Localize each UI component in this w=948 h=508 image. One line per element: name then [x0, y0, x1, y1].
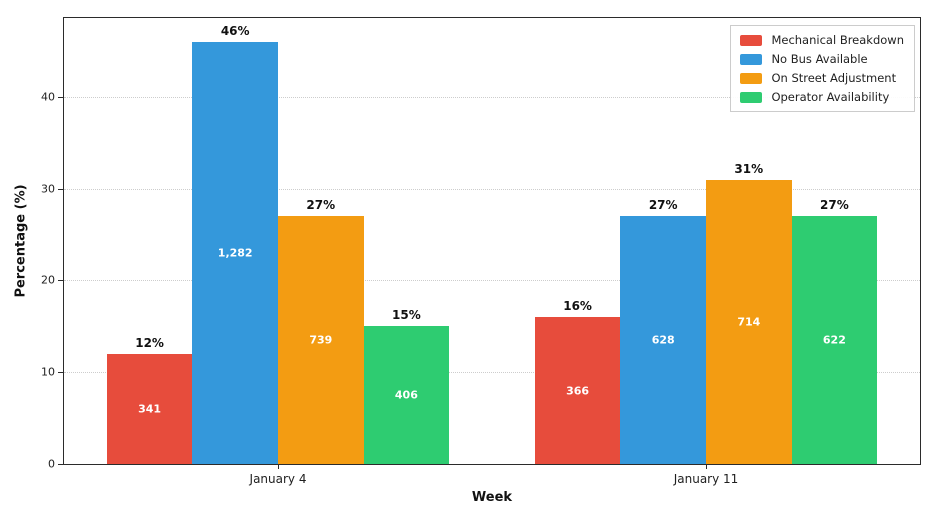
bar-percent-label: 16% [563, 299, 592, 314]
gridline-10 [64, 372, 920, 374]
bar-percent-label: 15% [392, 308, 421, 323]
y-tick-label-20: 20 [41, 273, 55, 287]
bar-percent-label: 27% [648, 198, 678, 213]
bar-count-label: 714 [737, 315, 761, 329]
bar-count-label: 739 [309, 333, 333, 347]
bar-percent-label: 27% [820, 198, 849, 213]
y-tick-0 [58, 464, 63, 465]
bar-percent-label: 12% [135, 335, 164, 350]
y-tick-40 [58, 96, 63, 98]
bar-count-label: 622 [822, 333, 846, 347]
bar-january-11-mechanical-breakdown [534, 317, 621, 464]
bar-count-label: 628 [651, 333, 675, 347]
x-tick-label-january-11: January 11 [673, 472, 739, 486]
x-axis-title: Week [471, 490, 513, 505]
bar-january-4-operator-availability [363, 326, 450, 464]
legend-item-label: Operator Availability [771, 90, 890, 104]
x-tick-label-january-4: January 4 [249, 472, 307, 486]
legend-item-label: On Street Adjustment [771, 71, 897, 85]
legend-item-no-bus-available: No Bus Available [740, 52, 904, 66]
gridline-20 [64, 280, 920, 282]
legend-item-label: No Bus Available [771, 52, 868, 66]
bar-count-label: 406 [394, 388, 418, 402]
y-tick-label-0: 0 [48, 457, 55, 471]
bar-january-4-no-bus-available [192, 41, 278, 464]
legend: Mechanical Breakdown No Bus Available On S… [730, 25, 915, 112]
y-tick-10 [58, 372, 63, 374]
bar-january-11-operator-availability [791, 216, 878, 464]
bar-count-label: 341 [138, 402, 162, 416]
bar-january-11-on-street-adjustment [706, 179, 792, 464]
bar-percent-label: 27% [306, 198, 336, 213]
y-axis-title: Percentage (%) [13, 184, 29, 298]
legend-item-label: Mechanical Breakdown [771, 33, 904, 47]
y-tick-label-40: 40 [41, 90, 55, 104]
plot-area: Percentage (%) Week Mechanical Breakdown… [14, 17, 921, 505]
x-tick-january-4 [278, 464, 279, 469]
bar-january-11-no-bus-available [620, 216, 706, 464]
legend-swatch-no-bus-available [740, 53, 763, 65]
legend-swatch-mechanical-breakdown [740, 34, 763, 46]
y-tick-20 [58, 280, 63, 282]
y-tick-label-30: 30 [41, 182, 55, 196]
bar-percent-label: 46% [220, 23, 250, 38]
gridline-30 [64, 188, 920, 190]
bar-count-label: 366 [566, 384, 590, 398]
y-tick-30 [58, 188, 63, 190]
legend-item-on-street-adjustment: On Street Adjustment [740, 71, 904, 85]
bar-percent-label: 31% [734, 161, 764, 176]
legend-item-operator-availability: Operator Availability [740, 90, 904, 104]
bar-january-4-mechanical-breakdown [106, 353, 193, 464]
y-tick-label-10: 10 [41, 365, 55, 379]
legend-swatch-operator-availability [740, 91, 763, 103]
bar-count-label: 1,282 [217, 246, 253, 260]
x-tick-january-11 [706, 464, 707, 469]
legend-item-mechanical-breakdown: Mechanical Breakdown [740, 33, 904, 47]
bar-january-4-on-street-adjustment [278, 216, 364, 464]
legend-swatch-on-street-adjustment [740, 72, 763, 84]
gridline-40 [64, 96, 920, 98]
